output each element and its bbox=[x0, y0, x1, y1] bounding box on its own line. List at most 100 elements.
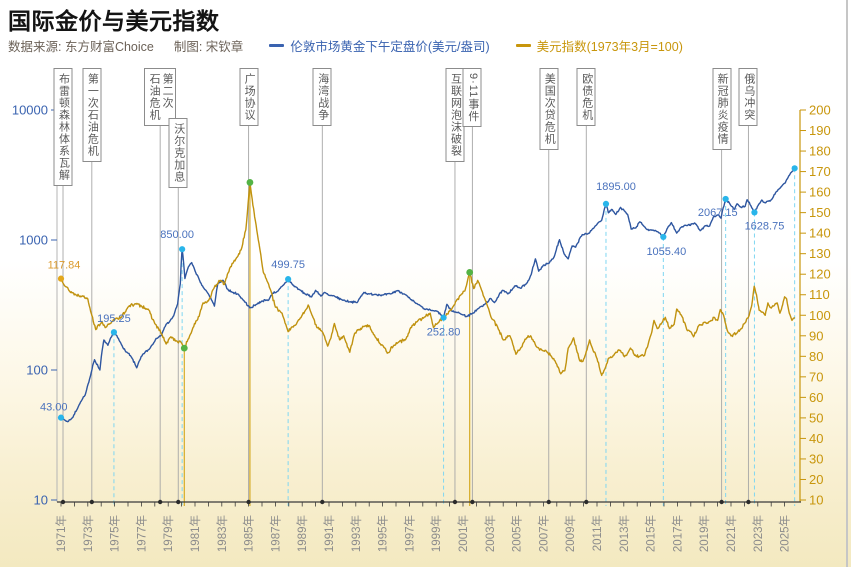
event-axis-dot bbox=[320, 499, 325, 505]
legend-line-icon bbox=[269, 44, 285, 47]
marker-dot bbox=[791, 165, 798, 172]
marker-value-label: 499.75 bbox=[271, 259, 305, 271]
legend-item-gold-price: 伦敦市场黄金下午定盘价(美元/盎司) bbox=[269, 36, 490, 55]
y-right-tick-label: 120 bbox=[809, 267, 831, 282]
event-axis-dot bbox=[60, 499, 66, 505]
page-title: 国际金价与美元指数 bbox=[8, 8, 220, 34]
dollar-index-line bbox=[60, 181, 796, 377]
x-tick-label: 1999年 bbox=[429, 515, 443, 552]
x-tick-label: 2019年 bbox=[697, 515, 711, 552]
x-tick-label: 2015年 bbox=[644, 515, 658, 552]
x-tick-label: 1997年 bbox=[402, 515, 416, 552]
legend-label-dollar-index: 美元指数(1973年3月=100) bbox=[536, 40, 683, 54]
x-tick-label: 1971年 bbox=[54, 515, 68, 552]
y-left-tick-label: 10 bbox=[34, 493, 48, 508]
x-tick-label: 2021年 bbox=[724, 515, 738, 552]
x-tick-label: 2011年 bbox=[590, 515, 604, 551]
y-right-tick-label: 70 bbox=[809, 369, 823, 384]
x-tick-label: 2025年 bbox=[778, 515, 792, 552]
marker-dot bbox=[246, 179, 254, 186]
y-right-tick-label: 150 bbox=[809, 205, 831, 220]
x-tick-label: 1979年 bbox=[161, 515, 175, 552]
x-tick-label: 1983年 bbox=[215, 515, 229, 552]
marker-dot bbox=[57, 275, 65, 282]
x-tick-label: 1991年 bbox=[322, 515, 336, 552]
gold-price-line bbox=[60, 167, 796, 423]
marker-dot bbox=[440, 314, 447, 321]
x-tick-label: 1985年 bbox=[242, 515, 256, 552]
x-tick-label: 2017年 bbox=[670, 515, 684, 552]
marker-dot bbox=[110, 329, 118, 336]
y-right-tick-label: 180 bbox=[809, 144, 831, 159]
y-right-tick-label: 20 bbox=[809, 472, 823, 487]
window-right-border bbox=[846, 0, 848, 567]
marker-dot bbox=[179, 246, 186, 253]
y-right-tick-label: 10 bbox=[809, 493, 823, 508]
y-left-tick-label: 1000 bbox=[19, 233, 48, 248]
y-right-tick-label: 130 bbox=[809, 246, 831, 261]
event-axis-dot bbox=[470, 499, 475, 505]
x-tick-label: 1989年 bbox=[295, 515, 309, 552]
y-left-tick-label: 10000 bbox=[12, 103, 48, 118]
y-right-tick-label: 30 bbox=[809, 451, 823, 466]
y-right-tick-label: 160 bbox=[809, 185, 831, 200]
event-axis-dot bbox=[584, 499, 589, 505]
y-right-tick-label: 40 bbox=[809, 431, 823, 446]
y-right-tick-label: 60 bbox=[809, 390, 823, 405]
marker-value-label: 1628.75 bbox=[745, 220, 785, 232]
marker-dot bbox=[180, 344, 188, 352]
data-source-label: 数据来源: 东方财富Choice bbox=[8, 40, 154, 54]
x-tick-label: 1993年 bbox=[349, 515, 363, 552]
marker-value-label: 252.80 bbox=[427, 327, 461, 339]
marker-value-label: 1895.00 bbox=[596, 181, 636, 193]
event-axis-dot bbox=[746, 499, 751, 505]
marker-value-label: 195.25 bbox=[97, 313, 131, 325]
marker-dot bbox=[285, 276, 292, 283]
marker-dot bbox=[466, 268, 474, 276]
y-right-tick-label: 50 bbox=[809, 410, 823, 425]
event-axis-dot bbox=[89, 499, 95, 505]
y-right-tick-label: 190 bbox=[809, 123, 831, 138]
marker-value-label: 850.00 bbox=[160, 229, 194, 241]
x-tick-label: 1995年 bbox=[376, 515, 390, 552]
marker-dot bbox=[602, 200, 610, 208]
y-right-tick-label: 170 bbox=[809, 164, 831, 179]
marker-dot bbox=[722, 195, 729, 203]
event-axis-dot bbox=[157, 499, 163, 505]
marker-dot bbox=[57, 414, 65, 421]
x-tick-label: 2007年 bbox=[536, 515, 550, 552]
x-tick-label: 1973年 bbox=[81, 515, 95, 552]
chart-credit-label: 制图: 宋钦章 bbox=[173, 40, 244, 54]
legend-line-icon bbox=[515, 44, 531, 47]
marker-value-label: 117.84 bbox=[48, 260, 81, 272]
x-tick-label: 1981年 bbox=[188, 515, 202, 552]
marker-dot bbox=[660, 233, 667, 241]
x-tick-label: 2023年 bbox=[751, 515, 765, 552]
x-tick-label: 1977年 bbox=[134, 515, 148, 552]
event-axis-dot bbox=[546, 499, 551, 505]
legend-label-gold-price: 伦敦市场黄金下午定盘价(美元/盎司) bbox=[290, 40, 490, 54]
event-axis-dot bbox=[246, 499, 251, 505]
legend-item-dollar-index: 美元指数(1973年3月=100) bbox=[515, 36, 683, 55]
y-right-tick-label: 100 bbox=[809, 308, 831, 323]
x-tick-label: 1975年 bbox=[108, 515, 122, 552]
marker-value-label: 2067.15 bbox=[698, 207, 738, 219]
y-left-tick-label: 100 bbox=[26, 363, 48, 378]
marker-value-label: 43.00 bbox=[40, 402, 68, 414]
event-axis-dot bbox=[452, 499, 458, 505]
x-tick-label: 2005年 bbox=[510, 515, 524, 552]
y-right-tick-label: 110 bbox=[809, 287, 830, 302]
x-tick-label: 2001年 bbox=[456, 515, 470, 552]
y-right-tick-label: 140 bbox=[809, 226, 831, 241]
event-axis-dot bbox=[176, 499, 181, 505]
y-right-tick-label: 90 bbox=[809, 328, 823, 343]
meta-row: 数据来源: 东方财富Choice 制图: 宋钦章 伦敦市场黄金下午定盘价(美元/… bbox=[8, 36, 683, 55]
marker-dot bbox=[751, 209, 758, 216]
event-axis-dot bbox=[719, 499, 724, 505]
x-tick-label: 2013年 bbox=[617, 515, 631, 552]
y-right-tick-label: 80 bbox=[809, 349, 823, 364]
marker-value-label: 1055.40 bbox=[646, 246, 686, 258]
x-tick-label: 2009年 bbox=[563, 515, 577, 552]
